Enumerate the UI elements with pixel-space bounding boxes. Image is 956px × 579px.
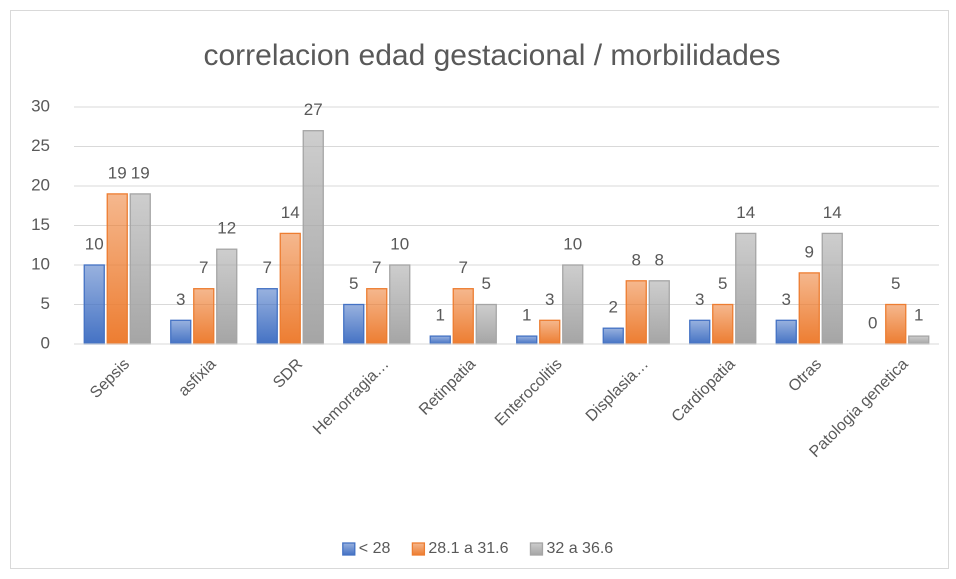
value-label: 7: [372, 258, 381, 277]
legend-label: < 28: [359, 540, 391, 557]
value-label: 3: [782, 290, 791, 309]
value-label: 1: [436, 306, 445, 325]
y-tick-label: 15: [31, 215, 50, 234]
bar: [625, 280, 647, 345]
value-label: 14: [823, 203, 842, 222]
bar: [279, 232, 301, 345]
legend-swatch: [411, 542, 426, 556]
y-tick-label: 20: [31, 175, 50, 194]
bar: [216, 248, 238, 345]
bar: [475, 303, 497, 345]
bar: [452, 288, 474, 345]
bar: [83, 264, 105, 345]
value-label: 10: [85, 234, 104, 253]
value-label: 5: [482, 274, 491, 293]
value-label: 5: [349, 274, 358, 293]
value-label: 1: [914, 306, 923, 325]
legend-label: 28.1 a 31.6: [428, 540, 508, 557]
bar: [602, 327, 624, 345]
value-label: 9: [805, 242, 814, 261]
value-label: 10: [563, 234, 582, 253]
bar: [821, 232, 843, 345]
bar: [735, 232, 757, 345]
legend-swatch: [529, 542, 544, 556]
bar: [193, 288, 215, 345]
bar: [712, 303, 734, 345]
bar: [908, 335, 930, 345]
value-label: 5: [718, 274, 727, 293]
value-label: 2: [609, 298, 618, 317]
y-tick-label: 5: [41, 294, 50, 313]
bar: [256, 288, 278, 345]
bar: [775, 319, 797, 345]
y-tick-label: 10: [31, 254, 50, 273]
value-label: 8: [632, 250, 641, 269]
chart-border: [10, 10, 949, 569]
value-label: 8: [655, 250, 664, 269]
value-label: 3: [695, 290, 704, 309]
bar: [648, 280, 670, 345]
bar: [106, 193, 128, 345]
bar: [389, 264, 411, 345]
value-label: 19: [131, 163, 150, 182]
bar: [798, 272, 820, 345]
value-label: 27: [304, 100, 323, 119]
y-tick-label: 0: [41, 333, 50, 352]
bar: [885, 303, 907, 345]
bar: [129, 193, 151, 345]
value-label: 3: [176, 290, 185, 309]
value-label: 7: [263, 258, 272, 277]
bar: [562, 264, 584, 345]
value-label: 12: [217, 219, 236, 238]
value-label: 1: [522, 306, 531, 325]
value-label: 14: [736, 203, 755, 222]
bar: [539, 319, 561, 345]
legend-label: 32 a 36.6: [546, 540, 613, 557]
value-label: 3: [545, 290, 554, 309]
value-label: 0: [868, 313, 877, 332]
bar: [302, 130, 324, 345]
bar: [366, 288, 388, 345]
value-label: 10: [390, 234, 409, 253]
legend-swatch: [342, 542, 356, 556]
y-tick-label: 30: [31, 96, 50, 115]
bar: [429, 335, 451, 345]
value-label: 19: [108, 163, 127, 182]
bar: [516, 335, 538, 345]
value-label: 7: [199, 258, 208, 277]
y-tick-label: 25: [31, 136, 50, 155]
chart-title: correlacion edad gestacional / morbilida…: [203, 39, 780, 72]
value-label: 7: [459, 258, 468, 277]
bar: [689, 319, 711, 345]
bar: [343, 303, 365, 345]
value-label: 14: [281, 203, 300, 222]
bar: [170, 319, 192, 345]
value-label: 5: [891, 274, 900, 293]
